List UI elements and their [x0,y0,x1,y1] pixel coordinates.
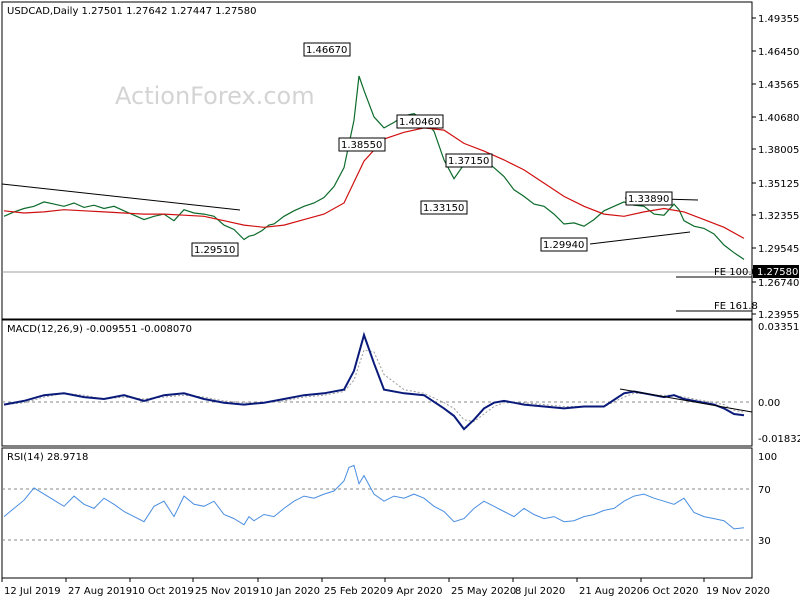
annotation-129940: 1.29940 [543,240,584,251]
price-annotations: 1.46670 1.38550 1.40460 1.37150 1.33150 … [191,42,673,257]
macd-y-tick: 0.00 [758,398,780,409]
annotation-129510: 1.29510 [194,245,235,256]
macd-y-tick: 0.033515 [758,322,800,333]
macd-trendline [619,388,753,413]
annotation-137150: 1.37150 [448,156,489,167]
x-tick-label: 8 Jul 2020 [515,586,565,597]
x-tick-label: 10 Oct 2019 [132,586,194,597]
price-y-tick: 1.23955 [758,310,799,321]
rsi-title: RSI(14) 28.9718 [7,452,88,463]
x-tick-label: 6 Oct 2020 [643,586,698,597]
annotation-138550: 1.38550 [341,140,382,151]
rsi-y-tick: 30 [758,536,771,547]
x-tick-label: 25 Feb 2020 [324,586,386,597]
macd-panel [1,319,753,447]
price-y-axis: 1.49355 1.46450 1.43565 1.40680 1.38005 … [758,14,799,321]
price-y-tick: 1.46450 [758,47,799,58]
macd-y-tick: -0.018324 [758,434,800,445]
price-title: USDCAD,Daily 1.27501 1.27642 1.27447 1.2… [7,6,257,17]
price-y-tick: 1.29545 [758,244,799,255]
rsi-line [3,464,745,530]
x-tick-label: 9 Apr 2020 [387,586,442,597]
annotation-high: 1.46670 [306,45,347,56]
price-y-tick: 1.32355 [758,211,799,222]
annotation-133150: 1.33150 [423,203,464,214]
x-tick-label: 25 May 2020 [451,586,516,597]
price-y-tick: 1.40680 [758,113,799,124]
current-price-badge [753,265,799,278]
x-axis: 12 Jul 2019 27 Aug 2019 10 Oct 2019 25 Nov … [1,578,770,597]
price-y-tick: 1.38005 [758,145,799,156]
rsi-y-tick: 100 [758,452,777,463]
x-tick-label: 10 Jan 2020 [260,586,320,597]
watermark: ActionForex.com [115,82,315,110]
rsi-panel [1,447,753,579]
price-y-tick: 1.43565 [758,80,799,91]
x-tick-label: 19 Nov 2020 [706,586,770,597]
price-series-line [3,75,745,260]
price-panel [1,1,753,320]
price-y-tick-marks [752,17,756,315]
resistance-trendline [1,183,241,211]
support-trendline [589,231,691,245]
annotation-140460: 1.40460 [399,117,440,128]
x-tick-label: 25 Nov 2019 [195,586,259,597]
x-tick-label: 12 Jul 2019 [4,586,61,597]
macd-title: MACD(12,26,9) -0.009551 -0.008070 [7,324,192,335]
price-y-tick: 1.49355 [758,14,799,25]
current-price-label: 1.27580 [757,267,798,278]
rsi-y-tick: 70 [758,485,771,496]
macd-signal-line [3,349,745,423]
price-y-tick: 1.26740 [758,278,799,289]
x-tick-label: 27 Aug 2019 [68,586,132,597]
fe100-label: FE 100.0 [714,267,758,278]
fe1618-label: FE 161.8 [714,301,758,312]
annotation-133890: 1.33890 [628,194,669,205]
price-y-tick: 1.35125 [758,179,799,190]
x-tick-label: 21 Aug 2020 [579,586,643,597]
